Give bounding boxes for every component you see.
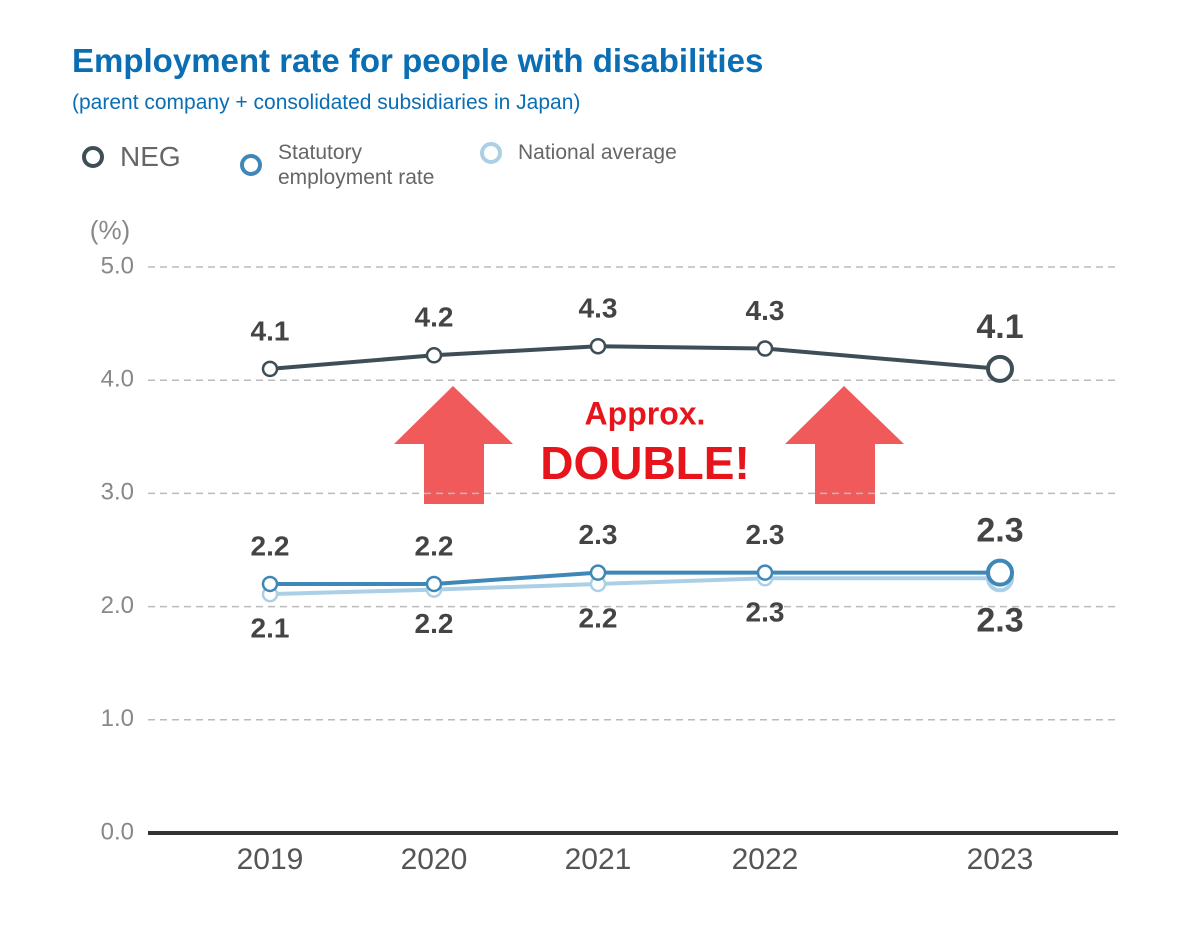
x-tick-label: 2021 — [565, 843, 632, 876]
y-axis-label: (%) — [90, 215, 130, 245]
data-label: 4.1 — [251, 315, 290, 346]
chart-subtitle: (parent company + consolidated subsidiar… — [72, 91, 581, 114]
arrow — [394, 386, 513, 504]
legend-marker — [240, 154, 262, 177]
y-tick-label: 3.0 — [101, 479, 134, 506]
data-label: 2.3 — [579, 519, 618, 550]
data-label: 2.3 — [976, 601, 1023, 639]
data-label: 2.2 — [579, 602, 618, 633]
point — [986, 354, 1014, 383]
data-label: 2.3 — [976, 512, 1023, 550]
point — [425, 575, 443, 593]
legend-marker — [82, 145, 104, 168]
legend-item: Statutory employment rate — [240, 140, 468, 190]
chart-title: Employment rate for people with disabili… — [72, 42, 764, 79]
data-label: 2.2 — [251, 530, 290, 561]
point — [756, 340, 774, 357]
x-tick-label: 2020 — [401, 843, 468, 876]
y-tick-label: 4.0 — [101, 366, 134, 393]
y-tick-label: 5.0 — [101, 252, 134, 279]
data-label: 2.1 — [251, 613, 290, 644]
y-tick-label: 2.0 — [101, 592, 134, 619]
legend-item: National average — [480, 140, 677, 165]
x-tick-label: 2022 — [732, 843, 799, 876]
point — [261, 575, 279, 593]
legend-label: NEG — [120, 141, 181, 172]
arrow — [785, 386, 904, 504]
point — [589, 337, 607, 355]
legend-label: Statutory employment rate — [278, 141, 435, 190]
data-label: 4.1 — [976, 308, 1023, 346]
data-label: 2.3 — [746, 519, 785, 550]
x-tick-label: 2019 — [237, 843, 304, 876]
x-tick-label: 2023 — [967, 843, 1034, 876]
data-label: 2.2 — [415, 608, 454, 639]
y-tick-label: 1.0 — [101, 705, 134, 732]
series-line — [269, 576, 1000, 597]
point — [425, 347, 443, 364]
data-label: 4.2 — [415, 302, 454, 333]
legend-item: NEG — [82, 140, 181, 174]
data-label: 4.3 — [746, 295, 785, 326]
point — [589, 564, 607, 581]
data-label: 2.2 — [415, 530, 454, 561]
annotation: DOUBLE! — [540, 437, 750, 489]
data-label: 2.3 — [746, 597, 785, 628]
series-line — [269, 344, 1001, 371]
y-tick-label: 0.0 — [101, 818, 134, 845]
annotation: Approx. — [585, 395, 706, 431]
data-label: 4.3 — [579, 293, 618, 324]
legend-label: National average — [518, 141, 677, 164]
point — [756, 564, 774, 581]
legend-marker — [480, 141, 502, 164]
point — [261, 360, 279, 378]
point — [986, 558, 1014, 587]
